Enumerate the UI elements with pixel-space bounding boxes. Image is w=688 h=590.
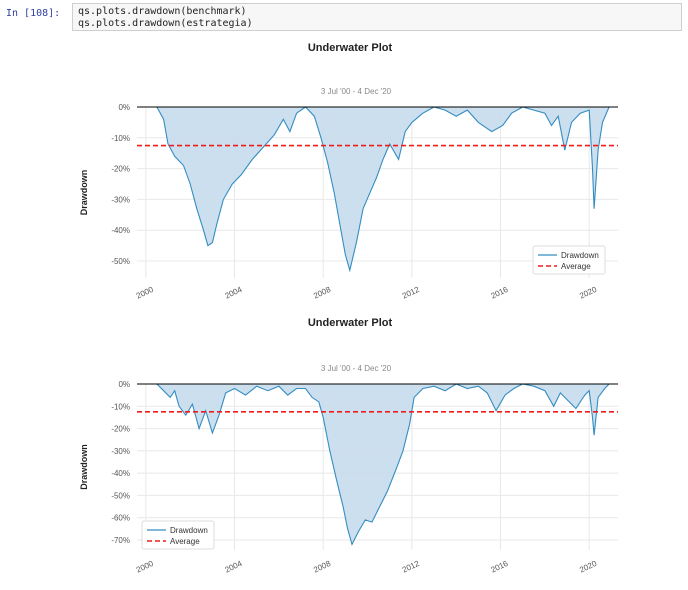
drawdown-area (156, 384, 610, 545)
y-tick-label: -70% (111, 536, 130, 545)
legend-box (141, 520, 215, 550)
y-tick-label: -40% (111, 469, 130, 478)
y-tick-label: -30% (111, 195, 130, 204)
legend: Drawdown Average (141, 520, 215, 550)
legend: Drawdown Average (532, 245, 606, 275)
x-tick-label: 2000 (135, 285, 155, 301)
x-tick-label: 2004 (224, 285, 244, 301)
chart-title: Underwater Plot (308, 42, 393, 54)
notebook-input-cell[interactable]: In [108]: qs.plots.drawdown(benchmark) q… (0, 0, 688, 34)
drawdown-area (156, 107, 610, 271)
y-tick-label: -20% (111, 165, 130, 174)
y-tick-label: 0% (118, 380, 130, 389)
chart-subtitle: 3 Jul '00 - 4 Dec '20 (321, 364, 392, 373)
y-tick-label: -10% (111, 402, 130, 411)
drawdown-line (156, 383, 610, 546)
y-tick-label: -40% (111, 226, 130, 235)
cell-prompt: In [108]: (6, 8, 61, 19)
drawdown-line (156, 106, 610, 273)
x-tick-label: 2008 (312, 285, 332, 301)
x-tick-label: 2008 (312, 559, 332, 575)
x-tick-label: 2012 (401, 559, 421, 575)
code-line-1: qs.plots.drawdown(benchmark) (78, 6, 247, 17)
y-tick-label: -20% (111, 425, 130, 434)
x-tick-label: 2016 (489, 559, 509, 575)
x-tick-label: 2004 (224, 559, 244, 575)
y-tick-label: -10% (111, 134, 130, 143)
legend-drawdown-label: Drawdown (170, 526, 208, 535)
legend-drawdown-label: Drawdown (561, 251, 599, 260)
y-tick-label: -30% (111, 447, 130, 456)
underwater-plot-estrategia: Underwater Plot 3 Jul '00 - 4 Dec '20 Draw… (79, 317, 618, 575)
legend-box (532, 245, 606, 275)
y-tick-label: -60% (111, 514, 130, 523)
x-tick-label: 2016 (489, 285, 509, 301)
x-tick-label: 2000 (135, 559, 155, 575)
chart-title: Underwater Plot (308, 317, 393, 329)
x-tick-label: 2012 (401, 285, 421, 301)
legend-average-label: Average (170, 537, 200, 546)
underwater-plot-benchmark: Underwater Plot 3 Jul '00 - 4 Dec '20 Draw… (79, 42, 618, 301)
x-tick-label: 2020 (578, 559, 598, 575)
y-axis-label: Drawdown (79, 170, 89, 216)
y-tick-label: -50% (111, 491, 130, 500)
x-tick-label: 2020 (578, 285, 598, 301)
code-line-2: qs.plots.drawdown(estrategia) (78, 18, 253, 29)
legend-average-label: Average (561, 262, 591, 271)
y-tick-label: -50% (111, 257, 130, 266)
y-axis-label: Drawdown (79, 444, 89, 490)
y-tick-label: 0% (118, 103, 130, 112)
chart-subtitle: 3 Jul '00 - 4 Dec '20 (321, 87, 392, 96)
code-editor[interactable]: qs.plots.drawdown(benchmark) qs.plots.dr… (72, 3, 682, 31)
